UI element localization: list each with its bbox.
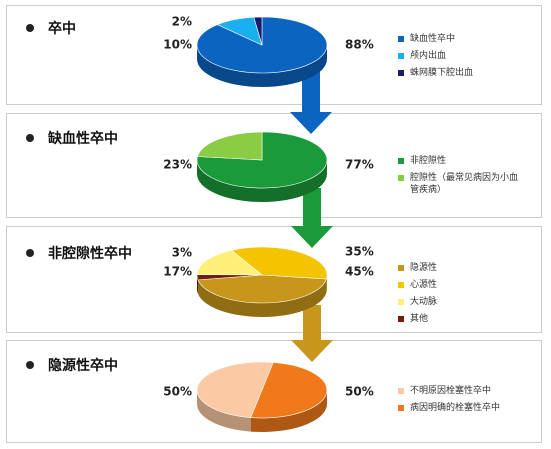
legend: 隐源性心源性大动脉其他 (398, 262, 518, 330)
pie-side (250, 390, 327, 432)
pie-side (197, 390, 251, 432)
legend-item: 隐源性 (398, 262, 518, 274)
value-label: 77% (345, 158, 374, 172)
value-label: 23% (163, 158, 192, 172)
legend-item: 腔隙性（最常见病因为小血管疾病） (398, 172, 518, 196)
panel (6, 226, 542, 333)
legend-label: 隐源性 (410, 263, 438, 273)
legend-swatch (398, 53, 404, 59)
arrow (290, 70, 332, 134)
legend-item: 心源性 (398, 279, 518, 291)
legend: 缺血性卒中颅内出血蛛网膜下腔出血 (398, 33, 518, 84)
value-label: 50% (163, 385, 192, 399)
bullet (26, 24, 34, 32)
legend-swatch (398, 36, 404, 42)
pie-slice (253, 16, 263, 46)
legend-label: 缺血性卒中 (410, 34, 456, 44)
panel (6, 5, 542, 105)
legend-swatch (398, 265, 404, 271)
panel (6, 340, 542, 443)
legend-label: 蛛网膜下腔出血 (410, 68, 474, 78)
legend-swatch (398, 70, 404, 76)
panel-title: 非腔隙性卒中 (48, 246, 132, 262)
pie-slice (196, 361, 274, 418)
value-label: 10% (163, 38, 192, 52)
legend-label: 非腔隙性 (410, 156, 447, 166)
legend-item: 大动脉 (398, 296, 518, 308)
legend-swatch (398, 316, 404, 322)
pie-side (197, 278, 327, 318)
legend-swatch (398, 299, 404, 305)
value-label: 2% (172, 15, 192, 29)
pie-slice (196, 274, 263, 281)
legend-item: 缺血性卒中 (398, 33, 518, 45)
bullet (26, 134, 34, 142)
legend: 不明原因栓塞性卒中 病因明确的栓塞性卒中 (398, 385, 518, 419)
value-label: 50% (345, 385, 374, 399)
pie-side (197, 45, 327, 87)
bullet (26, 249, 34, 257)
value-label: 3% (172, 246, 192, 260)
value-label: 88% (345, 38, 374, 52)
legend-item: 其他 (398, 313, 518, 325)
legend-swatch (398, 405, 404, 411)
value-label: 17% (163, 265, 192, 279)
legend-item: 病因明确的栓塞性卒中 (398, 402, 518, 414)
pie-slice (196, 131, 328, 189)
legend-item: 蛛网膜下腔出血 (398, 67, 518, 79)
pie-slice (197, 131, 263, 161)
legend-item: 颅内出血 (398, 50, 518, 62)
bullet (26, 361, 34, 369)
pie-side (326, 275, 327, 293)
legend-swatch (398, 175, 404, 181)
arrow (291, 305, 333, 362)
legend-label: 心源性 (410, 280, 438, 290)
value-label: 45% (345, 265, 374, 279)
legend-item: 不明原因栓塞性卒中 (398, 385, 518, 397)
legend-swatch (398, 388, 404, 394)
legend: 非腔隙性腔隙性（最常见病因为小血管疾病） (398, 155, 518, 201)
legend-swatch (398, 282, 404, 288)
pie-slice (196, 249, 263, 276)
panel-title: 卒中 (48, 21, 76, 37)
pie-slice (197, 274, 327, 304)
panel-title: 缺血性卒中 (48, 131, 118, 147)
legend-label: 大动脉 (410, 297, 438, 307)
legend-swatch (398, 158, 404, 164)
arrow (291, 188, 333, 248)
legend-label: 腔隙性（最常见病因为小血管疾病） (410, 173, 519, 195)
legend-label: 不明原因栓塞性卒中 (410, 386, 492, 396)
legend-label: 病因明确的栓塞性卒中 (410, 403, 501, 413)
panel-title: 隐源性卒中 (48, 358, 118, 374)
pie-slice (230, 246, 328, 280)
panel (6, 113, 542, 218)
legend-item: 非腔隙性 (398, 155, 518, 167)
legend-label: 颅内出血 (410, 51, 447, 61)
pie-slice (250, 362, 328, 419)
value-label: 35% (345, 245, 374, 259)
pie-side (197, 160, 327, 202)
legend-label: 其他 (410, 314, 429, 324)
